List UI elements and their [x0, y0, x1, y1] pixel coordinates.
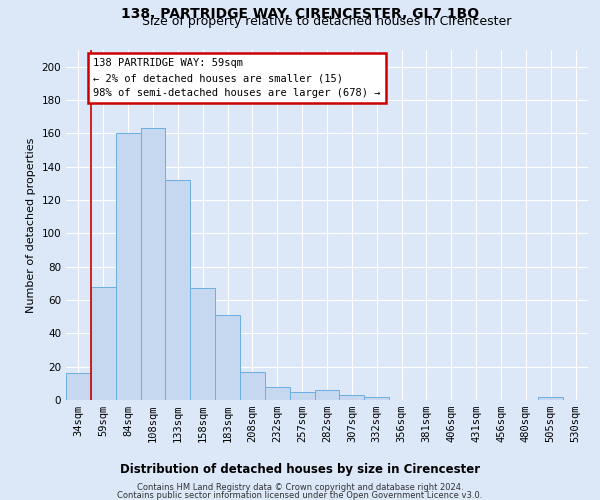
Bar — [166, 180, 190, 400]
Bar — [240, 372, 265, 400]
Bar — [340, 395, 364, 400]
Bar — [215, 315, 240, 400]
Bar — [190, 288, 215, 400]
Y-axis label: Number of detached properties: Number of detached properties — [26, 138, 36, 312]
Text: Contains HM Land Registry data © Crown copyright and database right 2024.: Contains HM Land Registry data © Crown c… — [137, 484, 463, 492]
Text: Distribution of detached houses by size in Cirencester: Distribution of detached houses by size … — [120, 464, 480, 476]
Bar — [91, 286, 116, 400]
Bar — [314, 390, 340, 400]
Bar — [66, 374, 91, 400]
Bar — [364, 396, 389, 400]
Bar — [265, 386, 290, 400]
Bar — [116, 134, 140, 400]
Bar — [290, 392, 314, 400]
Text: 138, PARTRIDGE WAY, CIRENCESTER, GL7 1BQ: 138, PARTRIDGE WAY, CIRENCESTER, GL7 1BQ — [121, 8, 479, 22]
Bar — [538, 396, 563, 400]
Bar — [140, 128, 166, 400]
Text: Contains public sector information licensed under the Open Government Licence v3: Contains public sector information licen… — [118, 492, 482, 500]
Text: 138 PARTRIDGE WAY: 59sqm
← 2% of detached houses are smaller (15)
98% of semi-de: 138 PARTRIDGE WAY: 59sqm ← 2% of detache… — [94, 58, 381, 98]
Title: Size of property relative to detached houses in Cirencester: Size of property relative to detached ho… — [142, 15, 512, 28]
